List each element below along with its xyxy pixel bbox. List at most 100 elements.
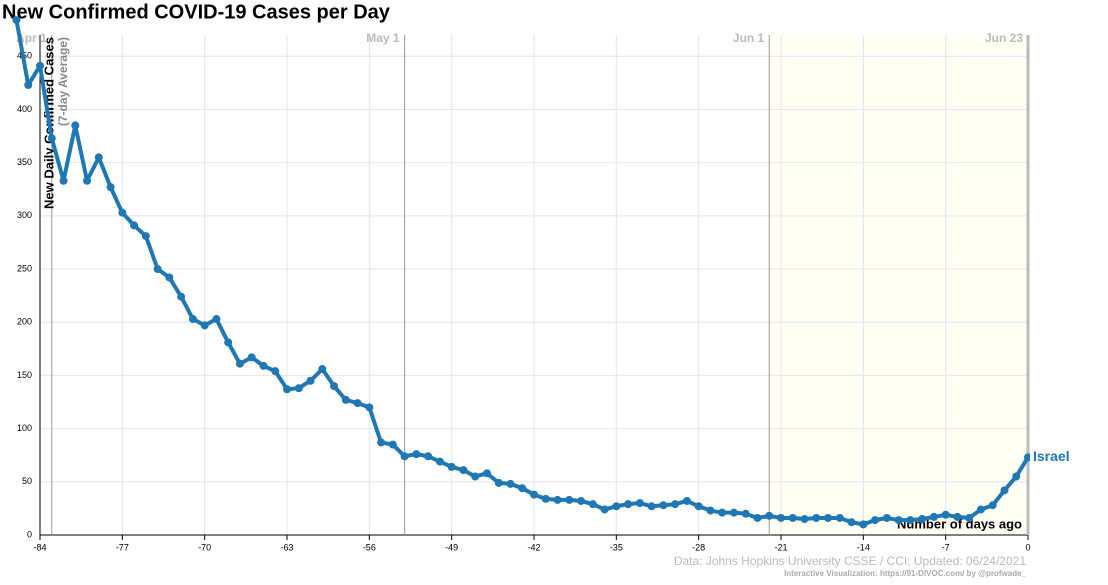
point xyxy=(94,153,103,162)
point xyxy=(765,511,774,520)
point xyxy=(918,515,927,524)
x-tick-label: -56 xyxy=(363,542,376,552)
y-tick-label: 0 xyxy=(27,529,32,539)
date-marker-label: May 1 xyxy=(366,31,400,45)
point xyxy=(965,513,974,522)
point xyxy=(588,500,597,509)
point xyxy=(729,508,738,517)
point xyxy=(565,495,574,504)
point xyxy=(130,221,139,230)
point xyxy=(671,500,680,509)
point xyxy=(1000,486,1009,495)
date-marker-label: Apr 1 xyxy=(16,31,47,45)
point xyxy=(71,121,80,130)
date-marker-label: Jun 23 xyxy=(985,31,1023,45)
point xyxy=(824,513,833,522)
point xyxy=(294,384,303,393)
point xyxy=(447,462,456,471)
point xyxy=(777,513,785,522)
point xyxy=(577,496,586,505)
point xyxy=(365,403,374,412)
plot xyxy=(12,16,1030,529)
point xyxy=(247,353,256,362)
point xyxy=(647,502,656,511)
point xyxy=(165,273,174,282)
point xyxy=(482,469,491,478)
point xyxy=(341,395,350,404)
point xyxy=(306,376,315,385)
y-tick-label: 350 xyxy=(17,157,32,167)
point xyxy=(1024,453,1030,462)
point xyxy=(706,506,715,515)
credit: Interactive Visualization: https://91-DI… xyxy=(784,569,1026,578)
y-tick-label: 300 xyxy=(17,210,32,220)
point xyxy=(882,513,891,522)
point xyxy=(976,505,985,514)
point xyxy=(353,399,362,408)
x-tick-label: -70 xyxy=(198,542,211,552)
point xyxy=(36,61,44,70)
point xyxy=(859,520,868,529)
series-label: Israel xyxy=(1033,448,1070,464)
point xyxy=(635,499,644,508)
point xyxy=(506,479,515,488)
x-tick-label: -49 xyxy=(445,542,458,552)
point xyxy=(12,16,21,25)
point xyxy=(953,512,962,521)
point xyxy=(800,515,809,524)
point xyxy=(682,496,691,505)
x-tick-label: -42 xyxy=(527,542,540,552)
point xyxy=(47,134,56,143)
x-tick-label: -63 xyxy=(280,542,293,552)
point xyxy=(459,466,468,475)
point xyxy=(941,510,950,519)
point xyxy=(624,500,633,509)
point xyxy=(812,513,821,522)
point xyxy=(177,292,186,301)
point xyxy=(988,501,997,510)
point xyxy=(871,516,880,525)
point xyxy=(1012,472,1021,481)
y-tick-label: 250 xyxy=(17,263,32,273)
x-tick-label: -21 xyxy=(774,542,787,552)
point xyxy=(59,176,68,185)
point xyxy=(906,516,915,525)
point xyxy=(83,176,92,185)
point xyxy=(330,382,339,391)
point xyxy=(400,452,409,461)
point xyxy=(847,518,856,527)
date-marker-label: Jun 1 xyxy=(733,31,765,45)
point xyxy=(600,505,609,514)
y-tick-label: 150 xyxy=(17,370,32,380)
point xyxy=(259,361,268,370)
x-axis-label: Number of days ago xyxy=(897,516,1022,531)
y-tick-label: 200 xyxy=(17,317,32,327)
chart-title: New Confirmed COVID-19 Cases per Day xyxy=(2,1,391,23)
point xyxy=(541,494,550,503)
x-tick-label: 0 xyxy=(1025,542,1030,552)
point xyxy=(118,208,127,217)
source: Data: Johns Hopkins University CSSE / CC… xyxy=(674,554,1027,568)
point xyxy=(929,512,938,521)
point xyxy=(283,385,291,394)
point xyxy=(530,490,538,499)
point xyxy=(141,232,150,241)
x-tick-label: -35 xyxy=(610,542,623,552)
x-tick-label: -77 xyxy=(116,542,129,552)
point xyxy=(835,513,844,522)
point xyxy=(659,501,668,510)
y-tick-label: 100 xyxy=(17,423,32,433)
point xyxy=(412,450,421,459)
x-tick-label: -84 xyxy=(33,542,46,552)
point xyxy=(188,315,197,324)
point xyxy=(377,438,386,447)
point xyxy=(741,509,750,518)
point xyxy=(612,502,621,511)
point xyxy=(24,81,33,89)
point xyxy=(718,508,727,517)
point xyxy=(553,495,562,504)
x-tick-label: -14 xyxy=(857,542,870,552)
point xyxy=(788,513,797,522)
point xyxy=(494,478,503,487)
